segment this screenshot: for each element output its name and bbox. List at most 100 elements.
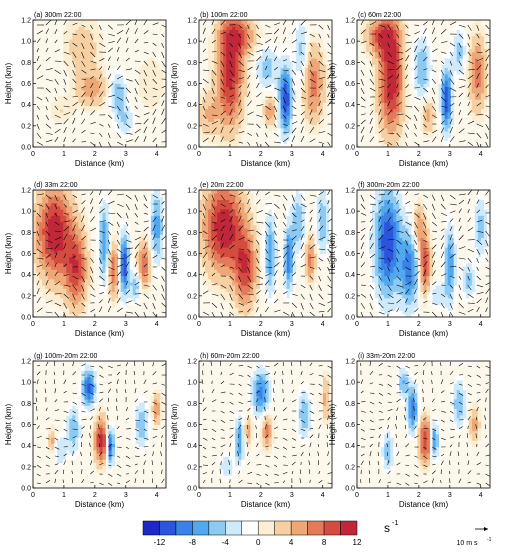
- field-cell: [78, 45, 81, 49]
- field-cell: [157, 254, 160, 258]
- field-cell: [402, 20, 405, 24]
- field-cell: [205, 112, 208, 116]
- field-cell: [269, 55, 272, 59]
- field-cell: [42, 196, 45, 200]
- field-cell: [226, 33, 229, 37]
- field-cell: [121, 238, 124, 242]
- field-cell: [238, 39, 241, 43]
- field-cell: [72, 279, 75, 283]
- field-cell: [60, 109, 63, 113]
- field-cell: [378, 137, 381, 141]
- field-cell: [402, 122, 405, 126]
- field-cell: [154, 212, 157, 216]
- field-cell: [72, 190, 75, 194]
- field-cell: [142, 84, 145, 88]
- field-cell: [69, 26, 72, 30]
- field-cell: [451, 49, 454, 53]
- field-cell: [217, 80, 220, 84]
- field-cell: [157, 193, 160, 197]
- field-cell: [54, 288, 57, 292]
- field-cell: [130, 115, 133, 119]
- field-cell: [78, 209, 81, 213]
- field-cell: [139, 273, 142, 277]
- field-cell: [45, 260, 48, 264]
- field-cell: [157, 93, 160, 97]
- field-cell: [457, 55, 460, 59]
- field-cell: [235, 96, 238, 100]
- field-cell: [393, 61, 396, 65]
- field-cell: [238, 128, 241, 132]
- field-cell: [84, 74, 87, 78]
- field-cell: [266, 118, 269, 122]
- field-cell: [51, 279, 54, 283]
- field-cell: [160, 263, 163, 267]
- field-cell: [57, 200, 60, 204]
- field-cell: [127, 131, 130, 135]
- field-cell: [256, 42, 259, 46]
- field-cell: [96, 103, 99, 107]
- field-cell: [66, 206, 69, 210]
- field-cell: [66, 36, 69, 40]
- field-cell: [121, 106, 124, 110]
- field-cell: [39, 196, 42, 200]
- field-cell: [311, 39, 314, 43]
- field-cell: [33, 241, 36, 245]
- field-cell: [157, 219, 160, 223]
- field-cell: [478, 23, 481, 27]
- field-cell: [305, 125, 308, 129]
- field-cell: [211, 103, 214, 107]
- field-cell: [384, 45, 387, 49]
- field-cell: [226, 112, 229, 116]
- field-cell: [157, 190, 160, 194]
- field-cell: [103, 238, 106, 242]
- field-cell: [60, 219, 63, 223]
- field-cell: [39, 219, 42, 223]
- field-cell: [112, 254, 115, 258]
- field-cell: [93, 64, 96, 68]
- field-cell: [259, 77, 262, 81]
- field-cell: [84, 228, 87, 232]
- field-cell: [393, 137, 396, 141]
- field-cell: [241, 87, 244, 91]
- field-cell: [214, 55, 217, 59]
- field-cell: [427, 90, 430, 94]
- field-cell: [381, 137, 384, 141]
- field-cell: [226, 20, 229, 24]
- field-cell: [275, 52, 278, 56]
- field-cell: [445, 125, 448, 129]
- field-cell: [139, 68, 142, 72]
- field-cell: [223, 87, 226, 91]
- field-cell: [411, 68, 414, 72]
- field-cell: [317, 68, 320, 72]
- field-cell: [148, 68, 151, 72]
- field-cell: [396, 20, 399, 24]
- field-cell: [208, 109, 211, 113]
- field-cell: [57, 260, 60, 264]
- field-cell: [284, 112, 287, 116]
- field-cell: [235, 125, 238, 129]
- field-cell: [69, 247, 72, 251]
- field-cell: [148, 288, 151, 292]
- field-cell: [293, 64, 296, 68]
- field-cell: [121, 125, 124, 129]
- field-cell: [148, 206, 151, 210]
- field-cell: [66, 64, 69, 68]
- field-cell: [42, 241, 45, 245]
- field-cell: [87, 228, 90, 232]
- field-cell: [448, 64, 451, 68]
- field-cell: [402, 68, 405, 72]
- field-cell: [78, 219, 81, 223]
- field-cell: [84, 250, 87, 254]
- field-cell: [208, 36, 211, 40]
- field-cell: [275, 112, 278, 116]
- field-cell: [103, 222, 106, 226]
- field-cell: [417, 39, 420, 43]
- field-cell: [142, 250, 145, 254]
- field-cell: [384, 84, 387, 88]
- field-cell: [223, 61, 226, 65]
- field-cell: [226, 131, 229, 135]
- field-cell: [75, 61, 78, 65]
- x-tick-label: 1: [228, 151, 232, 158]
- field-cell: [220, 49, 223, 53]
